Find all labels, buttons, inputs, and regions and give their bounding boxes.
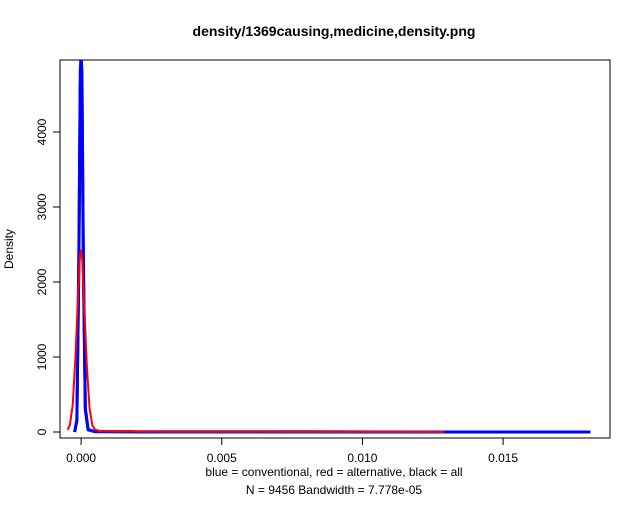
x-tick-label: 0.005 (207, 451, 237, 465)
x-tick-label: 0.000 (66, 451, 96, 465)
series-layer (66, 60, 591, 434)
y-tick-label: 2000 (35, 268, 49, 295)
y-tick-label: 0 (35, 428, 49, 435)
x-axis-label-line2: N = 9456 Bandwidth = 7.778e-05 (246, 483, 422, 497)
series-line-alternative (66, 249, 445, 433)
x-axis-label-line1: blue = conventional, red = alternative, … (205, 465, 462, 479)
y-tick-label: 4000 (35, 118, 49, 145)
plot-frame (59, 59, 611, 439)
series-line-conventional (73, 60, 591, 434)
x-tick-label: 0.010 (347, 451, 377, 465)
y-tick-label: 1000 (35, 343, 49, 370)
x-axis: 0.000 0.005 0.010 0.015 (66, 437, 518, 465)
x-tick-label: 0.015 (488, 451, 518, 465)
y-axis: 0 1000 2000 3000 4000 (35, 118, 61, 435)
series-line-all (73, 72, 591, 434)
y-tick-label: 3000 (35, 193, 49, 220)
chart-title: density/1369causing,medicine,density.png (193, 23, 476, 39)
y-axis-label: Density (2, 229, 16, 269)
